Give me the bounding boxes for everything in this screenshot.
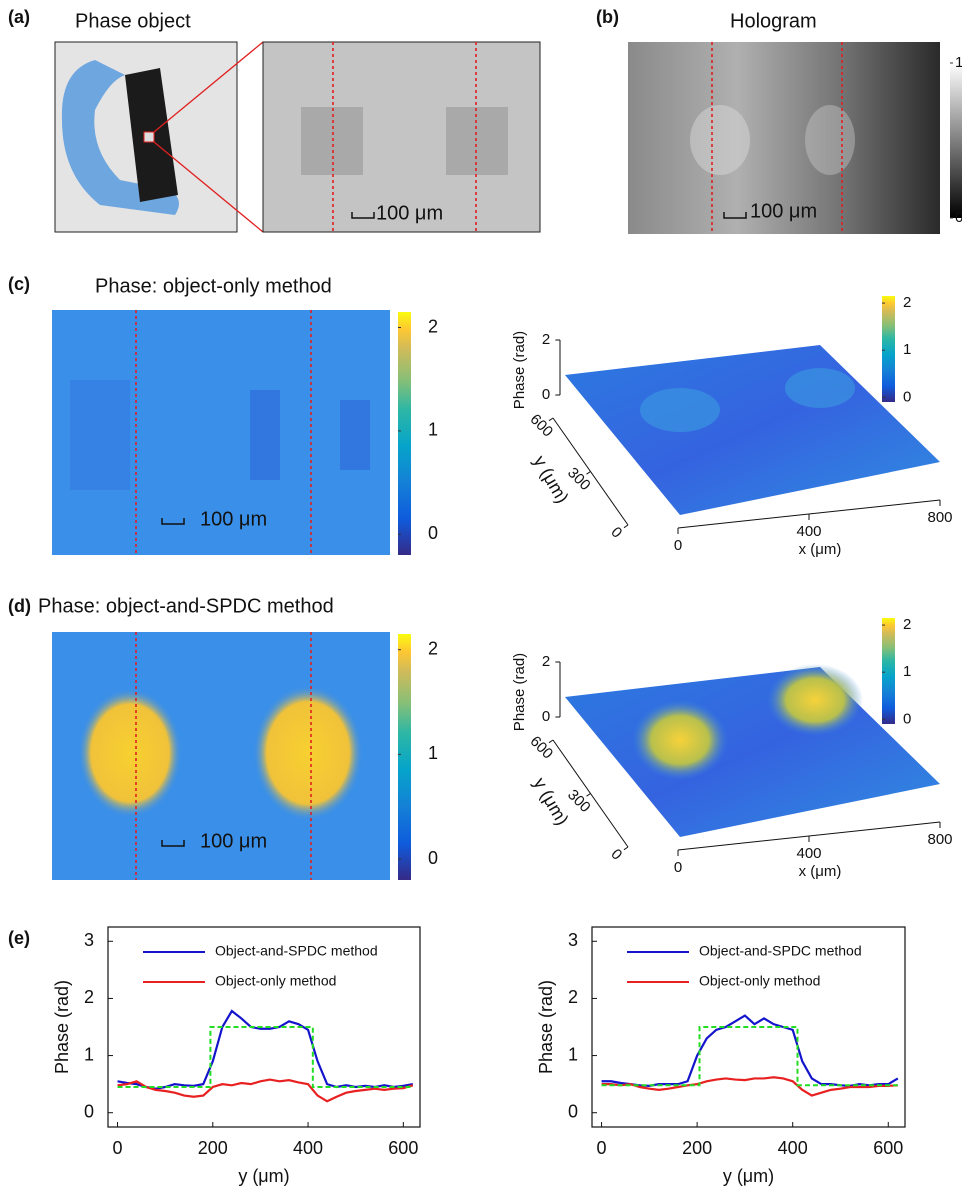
colorbar-tick-label: 0 [428,848,438,868]
z-axis-label: Phase (rad) [511,653,528,731]
colorbar-tick-label: 1 [903,663,911,680]
scale-bar: 100 μm [750,200,817,222]
series-line [601,1026,898,1087]
colorbar-tick-label: 0 [955,209,962,226]
y-tick [586,793,591,797]
panel-label: (c) [8,274,30,294]
x-tick-label: 200 [198,1138,228,1158]
panel-title: Phase object [75,10,191,32]
y-tick-label: 2 [568,987,578,1007]
y-tick-label: 600 [527,733,557,763]
y-tick [623,846,629,851]
x-tick-label: 0 [674,537,682,554]
plot-area [591,926,906,1128]
colorbar-tick-label: 1 [955,54,962,71]
x-tick-label: 0 [597,1138,607,1158]
panel-label: (a) [8,7,30,27]
colorbar [398,634,411,880]
colorbar [882,618,895,724]
x-tick-label: 600 [388,1138,418,1158]
series-line [117,1078,414,1103]
z-tick-label: 0 [542,386,550,403]
surface-plot [565,664,940,837]
x-tick-label: 600 [873,1138,903,1158]
z-axis-label: Phase (rad) [511,331,528,409]
series-line [117,1009,414,1090]
x-tick-label: 400 [796,523,821,540]
y-tick-label: 1 [84,1044,94,1064]
colorbar [882,296,895,402]
colorbar-tick-label: 0 [903,710,911,727]
x-tick-label: 800 [927,831,952,848]
y-tick-label: 600 [527,411,557,441]
scale-bar: 100 μm [376,202,443,224]
x-tick-label: 400 [293,1138,323,1158]
scale-bar: 100 μm [200,830,267,852]
series-line [601,1076,898,1097]
colorbar-tick-label: 2 [903,616,911,633]
hologram [628,42,940,234]
colorbar [398,312,411,555]
colorbar-tick-label: 1 [428,743,438,763]
z-tick-label: 2 [542,331,550,348]
legend-label: Object-only method [699,973,820,989]
y-tick [623,524,629,529]
y-axis-label: y (μm) [530,774,573,828]
y-tick-label: 3 [84,930,94,950]
y-axis-label: Phase (rad) [536,980,556,1074]
surface-plot [565,345,940,515]
x-tick-label: 0 [674,859,682,876]
y-axis-label: Phase (rad) [52,980,72,1074]
plot-area [107,926,421,1128]
panel-label: (b) [596,7,619,27]
panel-label: (e) [8,928,30,948]
x-axis-label: y (μm) [238,1166,289,1186]
panel-label: (d) [8,596,31,616]
panel-title: Phase: object-only method [95,275,332,297]
colorbar-tick-label: 2 [903,294,911,311]
colorbar-tick-label: 0 [428,523,438,543]
y-tick [548,417,554,422]
y-tick [586,471,591,475]
y-axis-label: y (μm) [530,452,573,506]
legend-label: Object-and-SPDC method [215,943,378,959]
colorbar-tick-label: 0 [903,388,911,405]
y-tick-label: 0 [84,1101,94,1121]
y-tick-label: 2 [84,987,94,1007]
x-tick-label: 400 [778,1138,808,1158]
micrograph [262,41,541,233]
legend-label: Object-only method [215,973,336,989]
x-tick-label: 200 [682,1138,712,1158]
x-tick-label: 0 [113,1138,123,1158]
x-axis-label: y (μm) [723,1166,774,1186]
y-tick-label: 0 [568,1101,578,1121]
colorbar-tick-label: 1 [903,341,911,358]
y-tick-label: 3 [568,930,578,950]
colorbar-tick-label: 2 [428,316,438,336]
x-axis-label: x (μm) [799,541,842,558]
series-line [601,1014,899,1087]
x-axis-label: x (μm) [799,863,842,880]
x-tick-label: 800 [927,509,952,526]
phase-map [52,632,390,880]
y-tick-label: 0 [607,524,625,542]
colorbar-tick-label: 1 [428,420,438,440]
panel-title: Phase: object-and-SPDC method [38,595,334,617]
y-tick-label: 0 [607,846,625,864]
photo [54,41,238,233]
y-tick [548,739,554,744]
panel-title: Hologram [730,10,817,32]
scale-bar: 100 μm [200,508,267,530]
colorbar [950,63,962,218]
z-tick-label: 0 [542,708,550,725]
phase-map [52,310,390,555]
series-line [117,1026,413,1088]
x-tick-label: 400 [796,845,821,862]
z-tick-label: 2 [542,653,550,670]
legend-label: Object-and-SPDC method [699,943,862,959]
colorbar-tick-label: 2 [428,638,438,658]
y-tick-label: 1 [568,1044,578,1064]
